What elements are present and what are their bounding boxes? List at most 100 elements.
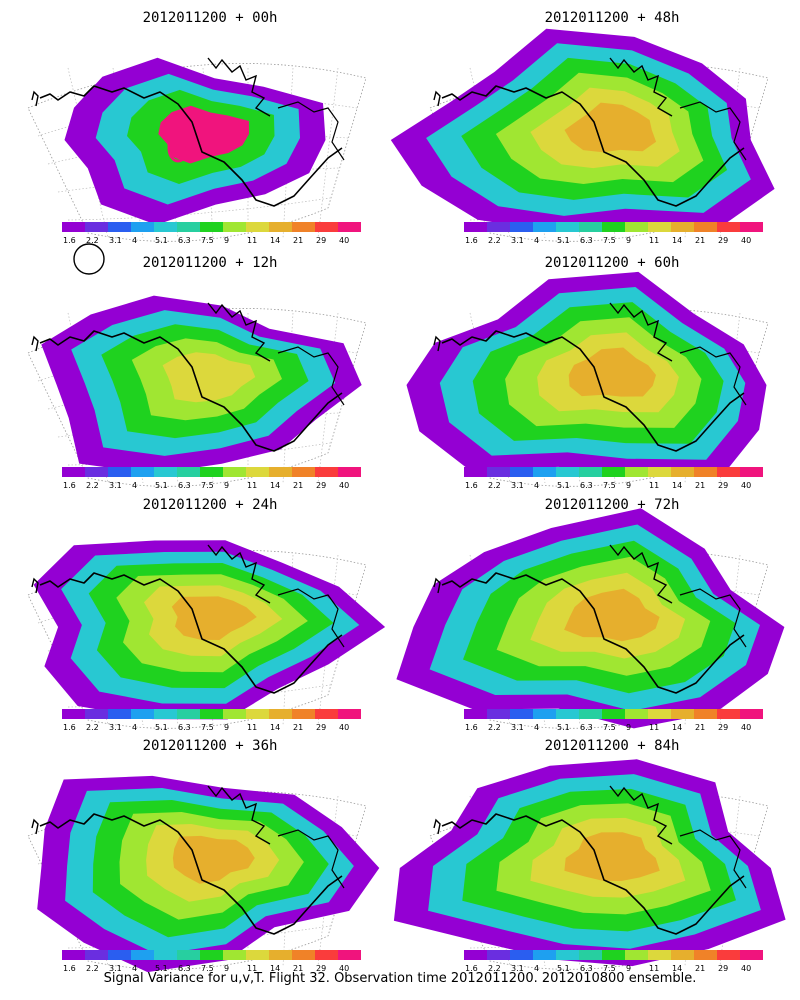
colorbar-label: 1.6: [63, 481, 76, 490]
colorbar-swatch: [717, 950, 740, 960]
colorbar-label: 7.5: [201, 236, 214, 245]
colorbar-swatch: [269, 709, 292, 719]
colorbar-label: 4: [132, 481, 137, 490]
colorbar-swatch: [292, 222, 315, 232]
map-panel: 2012011200 + 24h 1.6 2.2 3.1 4 5.1 6.3 7.5 9 11 14…: [27, 497, 386, 732]
colorbar-label: 4: [534, 236, 539, 245]
colorbar-swatch: [717, 467, 740, 477]
colorbar-swatch: [315, 467, 338, 477]
colorbar-label: 21: [695, 236, 705, 245]
colorbar-swatch: [246, 222, 269, 232]
colorbar-label: 21: [293, 481, 303, 490]
colorbar-swatch: [533, 222, 556, 232]
coastline: [441, 330, 745, 452]
colorbar-label: 40: [339, 481, 349, 490]
colorbar-label: 5.1: [557, 723, 570, 732]
colorbar-label: 6.3: [178, 481, 191, 490]
coastline: [31, 818, 39, 835]
colorbar-label: 1.6: [465, 236, 478, 245]
colorbar-label: 5.1: [155, 236, 168, 245]
colorbar-label: 2.2: [86, 481, 99, 490]
colorbar-label: 29: [718, 723, 728, 732]
colorbar-label: 5.1: [155, 964, 168, 973]
colorbar-label: 40: [339, 236, 349, 245]
colorbar-swatch: [648, 467, 671, 477]
variance-contour: [564, 102, 657, 153]
panel-title: 2012011200 + 84h: [545, 738, 680, 754]
colorbar-label: 29: [718, 236, 728, 245]
colorbar-label: 11: [247, 964, 257, 973]
coastline: [679, 346, 747, 406]
map-panel: 2012011200 + 12h 1.6 2.2 3.1 4 5.1 6.3 7.5 9 11 14…: [27, 255, 367, 490]
colorbar-swatch: [154, 709, 177, 719]
colorbar-label: 1.6: [63, 964, 76, 973]
colorbar-swatch: [200, 709, 223, 719]
colorbar-swatch: [200, 467, 223, 477]
colorbar-label: 3.1: [511, 481, 524, 490]
colorbar-swatch: [648, 950, 671, 960]
colorbar-swatch: [671, 467, 694, 477]
colorbar-label: 21: [293, 964, 303, 973]
colorbar-label: 21: [695, 723, 705, 732]
colorbar-label: 2.2: [488, 964, 501, 973]
colorbar-swatch: [602, 222, 625, 232]
colorbar-label: 4: [534, 964, 539, 973]
colorbar-label: 21: [695, 964, 705, 973]
colorbar-swatch: [533, 467, 556, 477]
coastline: [31, 335, 39, 352]
colorbar-label: 14: [672, 481, 682, 490]
colorbar-label: 14: [672, 723, 682, 732]
map-panel: 2012011200 + 48h 1.6 2.2 3.1 4 5.1 6.3 7.5 9 11 14…: [390, 10, 775, 245]
coastline: [441, 85, 745, 207]
colorbar-label: 1.6: [63, 236, 76, 245]
coastline: [609, 302, 673, 362]
colorbar-label: 5.1: [557, 964, 570, 973]
colorbar-swatch: [85, 709, 108, 719]
panel-title: 2012011200 + 48h: [545, 10, 680, 26]
panel-title: 2012011200 + 72h: [545, 497, 680, 513]
colorbar-label: 6.3: [580, 481, 593, 490]
colorbar-label: 7.5: [603, 723, 616, 732]
colorbar-label: 40: [741, 236, 751, 245]
coastline: [39, 572, 343, 694]
colorbar-swatch: [648, 709, 671, 719]
coastline: [441, 813, 745, 935]
graticule-line: [67, 197, 331, 221]
colorbar-swatch: [625, 222, 648, 232]
panel-title: 2012011200 + 12h: [143, 255, 278, 271]
colorbar-label: 2.2: [86, 723, 99, 732]
colorbar-swatch: [487, 222, 510, 232]
colorbar-label: 4: [132, 723, 137, 732]
colorbar-label: 3.1: [511, 964, 524, 973]
coastline: [207, 785, 271, 845]
coastline: [207, 302, 271, 362]
variance-contour: [171, 596, 257, 640]
colorbar-swatch: [510, 222, 533, 232]
colorbar-swatch: [740, 950, 763, 960]
colorbar-label: 3.1: [109, 481, 122, 490]
colorbar-label: 40: [339, 723, 349, 732]
colorbar-label: 4: [132, 236, 137, 245]
colorbar-label: 9: [626, 481, 631, 490]
colorbar-swatch: [177, 222, 200, 232]
colorbar-label: 29: [316, 236, 326, 245]
colorbar-swatch: [131, 222, 154, 232]
colorbar-label: 2.2: [86, 964, 99, 973]
colorbar-label: 3.1: [109, 964, 122, 973]
colorbar-label: 29: [718, 964, 728, 973]
colorbar-swatch: [177, 709, 200, 719]
colorbar-label: 6.3: [580, 236, 593, 245]
colorbar-label: 5.1: [557, 236, 570, 245]
colorbar-swatch: [717, 709, 740, 719]
colorbar-swatch: [223, 709, 246, 719]
coastline: [277, 588, 345, 648]
colorbar-swatch: [579, 222, 602, 232]
colorbar-label: 5.1: [155, 723, 168, 732]
coastline: [679, 588, 747, 648]
colorbar-label: 11: [649, 964, 659, 973]
colorbar-swatch: [108, 222, 131, 232]
max-contour-marker: [167, 133, 189, 163]
colorbar-swatch: [510, 467, 533, 477]
variance-contour: [568, 347, 656, 397]
coastline: [679, 101, 747, 161]
